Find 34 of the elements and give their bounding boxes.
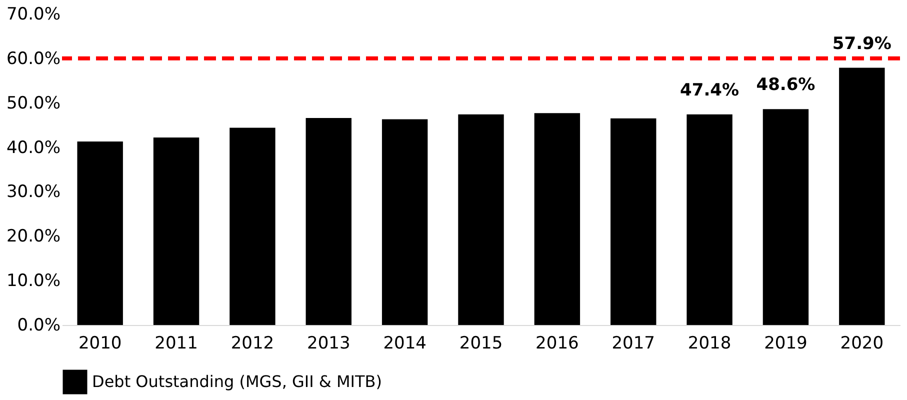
x-tick-label: 2013 <box>307 334 350 354</box>
bar <box>306 118 352 325</box>
y-tick-label: 60.0% <box>6 48 60 69</box>
bar <box>153 138 200 325</box>
y-tick-label: 70.0% <box>6 4 60 24</box>
bar <box>534 113 580 325</box>
y-tick-label: 20.0% <box>6 226 60 247</box>
bar <box>458 114 504 325</box>
data-label: 48.6% <box>756 75 816 96</box>
legend-label: Debt Outstanding (MGS, GII & MITB) <box>92 372 382 391</box>
bar <box>839 68 885 325</box>
x-tick-label: 2015 <box>459 334 503 354</box>
y-tick-label: 10.0% <box>6 271 60 292</box>
y-tick-label: 0.0% <box>17 316 60 336</box>
bar <box>686 114 732 325</box>
x-tick-label: 2017 <box>612 334 655 354</box>
bar <box>762 109 809 325</box>
bar <box>230 128 276 325</box>
data-label: 47.4% <box>680 80 740 100</box>
x-tick-label: 2012 <box>230 334 274 354</box>
x-tick-label: 2019 <box>764 334 808 354</box>
x-tick-label: 2018 <box>688 334 732 354</box>
bar <box>382 119 428 325</box>
y-tick-label: 40.0% <box>6 138 60 158</box>
x-tick-label: 2016 <box>536 334 579 354</box>
bar <box>610 118 656 325</box>
y-tick-label: 50.0% <box>6 93 60 114</box>
bar <box>77 142 123 325</box>
x-tick-label: 2010 <box>78 334 122 354</box>
y-tick-label: 30.0% <box>6 182 60 202</box>
x-tick-label: 2014 <box>383 334 426 354</box>
data-label: 57.9% <box>832 34 892 54</box>
x-tick-label: 2020 <box>840 334 884 354</box>
x-tick-label: 2011 <box>154 334 198 354</box>
